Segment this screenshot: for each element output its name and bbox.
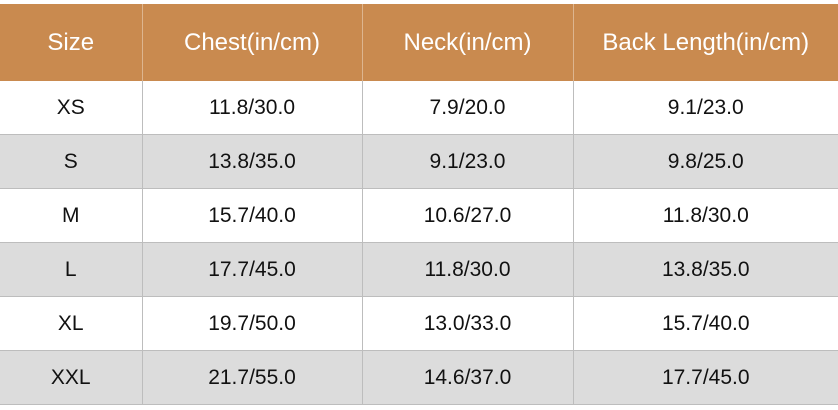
header-cell: Chest(in/cm)	[142, 4, 363, 81]
measure-cell: 9.8/25.0	[573, 134, 838, 189]
table-row: XL 19.7/50.0 13.0/33.0 15.7/40.0	[0, 296, 838, 351]
header-row: Size Chest(in/cm) Neck(in/cm) Back Length(i…	[0, 4, 838, 81]
measure-cell: 21.7/55.0	[142, 350, 363, 405]
table-row: M 15.7/40.0 10.6/27.0 11.8/30.0	[0, 188, 838, 243]
table-body: XS 11.8/30.0 7.9/20.0 9.1/23.0 S 13.8/35.0 9.1…	[0, 81, 838, 405]
table-row: S 13.8/35.0 9.1/23.0 9.8/25.0	[0, 134, 838, 189]
measure-cell: 11.8/30.0	[142, 81, 363, 135]
size-table: Size Chest(in/cm) Neck(in/cm) Back Length(i…	[0, 4, 838, 405]
measure-cell: 13.8/35.0	[573, 242, 838, 297]
measure-cell: 17.7/45.0	[142, 242, 363, 297]
size-cell: S	[0, 134, 143, 189]
measure-cell: 19.7/50.0	[142, 296, 363, 351]
measure-cell: 15.7/40.0	[142, 188, 363, 243]
table-row: L 17.7/45.0 11.8/30.0 13.8/35.0	[0, 242, 838, 297]
size-cell: L	[0, 242, 143, 297]
header-cell: Neck(in/cm)	[362, 4, 574, 81]
size-cell: XS	[0, 81, 143, 135]
measure-cell: 13.0/33.0	[362, 296, 574, 351]
table-row: XXL 21.7/55.0 14.6/37.0 17.7/45.0	[0, 350, 838, 405]
measure-cell: 9.1/23.0	[362, 134, 574, 189]
size-cell: XXL	[0, 350, 143, 405]
table-row: XS 11.8/30.0 7.9/20.0 9.1/23.0	[0, 81, 838, 135]
size-cell: XL	[0, 296, 143, 351]
measure-cell: 11.8/30.0	[362, 242, 574, 297]
header-cell: Size	[0, 4, 143, 81]
measure-cell: 15.7/40.0	[573, 296, 838, 351]
measure-cell: 17.7/45.0	[573, 350, 838, 405]
measure-cell: 7.9/20.0	[362, 81, 574, 135]
measure-cell: 13.8/35.0	[142, 134, 363, 189]
measure-cell: 10.6/27.0	[362, 188, 574, 243]
measure-cell: 11.8/30.0	[573, 188, 838, 243]
size-cell: M	[0, 188, 143, 243]
measure-cell: 14.6/37.0	[362, 350, 574, 405]
measure-cell: 9.1/23.0	[573, 81, 838, 135]
header-cell: Back Length(in/cm)	[573, 4, 838, 81]
size-chart: Size Chest(in/cm) Neck(in/cm) Back Length(i…	[0, 4, 838, 405]
